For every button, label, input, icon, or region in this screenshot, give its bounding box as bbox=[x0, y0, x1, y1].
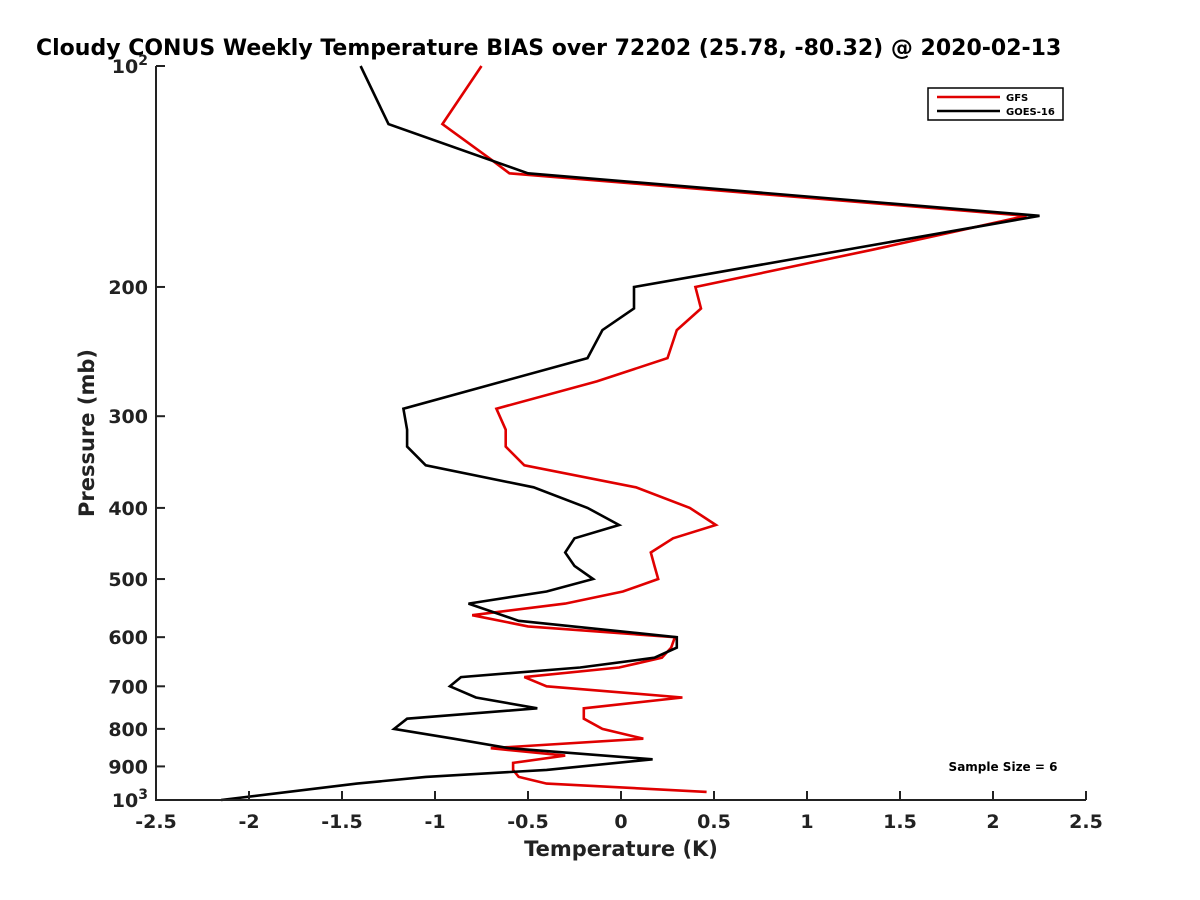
y-ticks: 102 200 300 400 500 600 700 800 900 103 bbox=[108, 53, 165, 812]
y-axis-label: Pressure (mb) bbox=[75, 349, 99, 517]
x-tick-label: -1 bbox=[424, 811, 445, 833]
x-tick-label: 1.5 bbox=[883, 811, 917, 833]
y-tick-label: 200 bbox=[108, 277, 148, 299]
x-axis-label: Temperature (K) bbox=[524, 837, 718, 861]
x-tick-label: 0.5 bbox=[697, 811, 731, 833]
x-tick-label: -0.5 bbox=[507, 811, 549, 833]
legend-label-gfs: GFS bbox=[1006, 93, 1028, 104]
x-tick-label: 2 bbox=[986, 811, 999, 833]
x-tick-label: 0 bbox=[614, 811, 627, 833]
x-tick-label: 1 bbox=[800, 811, 813, 833]
x-tick-label: 2.5 bbox=[1069, 811, 1103, 833]
legend-label-goes-16: GOES-16 bbox=[1006, 107, 1055, 118]
chart-title: Cloudy CONUS Weekly Temperature BIAS ove… bbox=[36, 36, 1061, 61]
y-tick-label: 800 bbox=[108, 719, 148, 741]
y-tick-label: 400 bbox=[108, 498, 148, 520]
x-tick-label: -2 bbox=[238, 811, 259, 833]
y-tick-label: 600 bbox=[108, 627, 148, 649]
y-tick-label: 900 bbox=[108, 756, 148, 778]
series-line-gfs bbox=[440, 65, 1027, 794]
legend: GFS GOES-16 bbox=[927, 87, 1064, 121]
y-tick-label: 103 bbox=[112, 787, 148, 812]
series-line-goes-16 bbox=[220, 65, 1040, 802]
x-ticks: -2.5 -2 -1.5 -1 -0.5 0 0.5 1 1.5 2 2.5 bbox=[135, 791, 1103, 833]
y-tick-label: 102 bbox=[112, 53, 148, 78]
x-tick-label: -1.5 bbox=[321, 811, 363, 833]
legend-box bbox=[927, 87, 1064, 121]
y-tick-label: 500 bbox=[108, 569, 148, 591]
plot-lines bbox=[220, 65, 1040, 802]
y-tick-label: 300 bbox=[108, 406, 148, 428]
sample-size-annotation: Sample Size = 6 bbox=[949, 760, 1058, 774]
y-tick-label: 700 bbox=[108, 676, 148, 698]
x-tick-label: -2.5 bbox=[135, 811, 177, 833]
